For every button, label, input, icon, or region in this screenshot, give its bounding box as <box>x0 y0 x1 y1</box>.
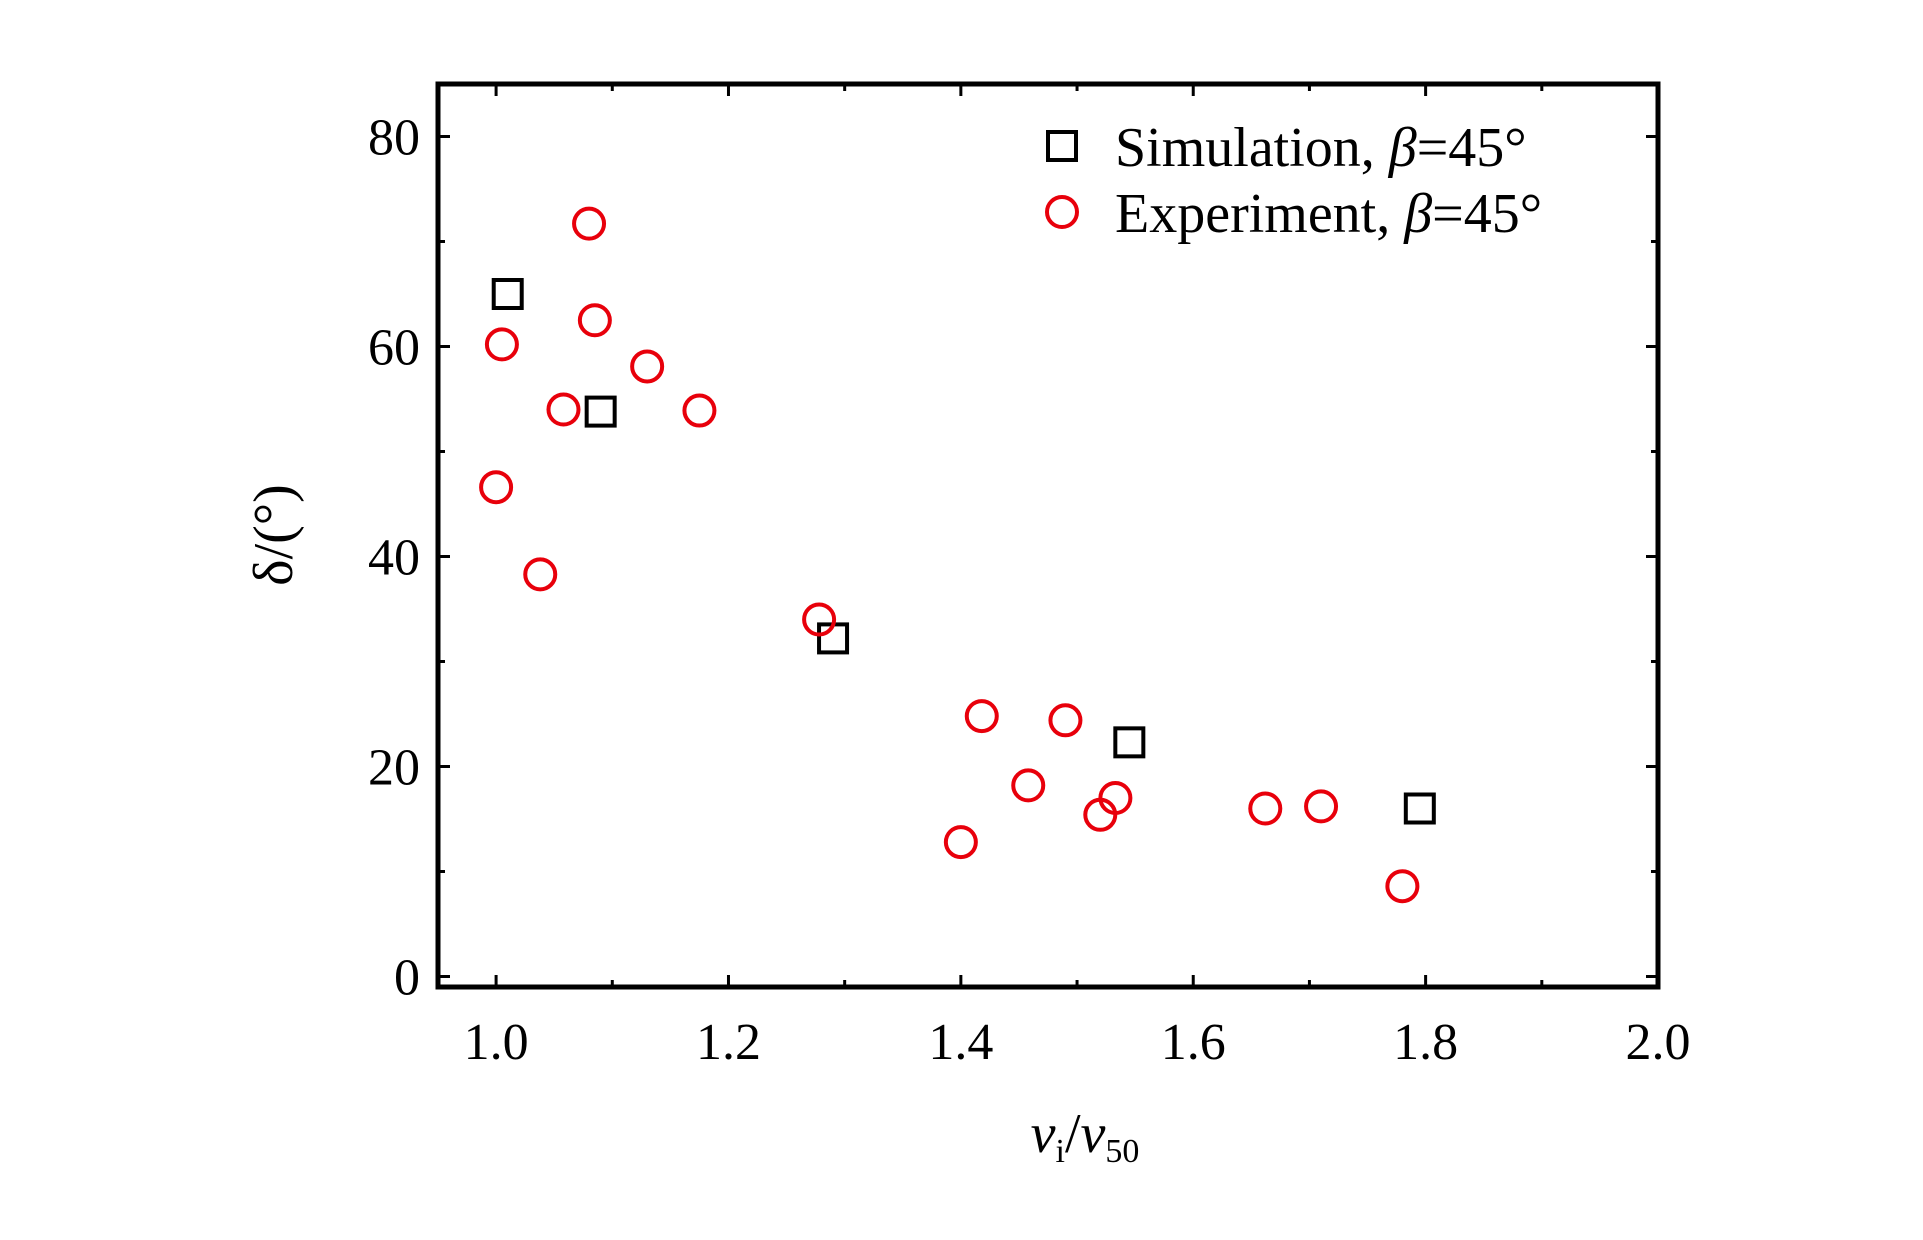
experiment-point <box>964 699 999 734</box>
experiment-point <box>943 825 978 860</box>
x-tick-label: 2.0 <box>1626 1014 1691 1071</box>
experiment-point <box>1083 797 1118 832</box>
experiment-point <box>1011 768 1046 803</box>
x-tick-label: 1.2 <box>696 1014 761 1071</box>
legend: Simulation, β=45°Experiment, β=45° <box>1045 117 1542 245</box>
experiment-point <box>479 470 514 505</box>
legend-entry: Simulation, β=45° <box>1115 117 1527 179</box>
experiment-point <box>630 349 665 384</box>
experiment-point <box>523 557 558 592</box>
legend-entry: Experiment, β=45° <box>1115 183 1542 245</box>
experiment-point <box>1248 791 1283 826</box>
y-axis-label: δ/(°) <box>243 484 305 586</box>
y-tick-label: 60 <box>368 320 420 377</box>
legend-square-icon <box>1046 130 1078 162</box>
experiment-point <box>1385 869 1420 904</box>
y-tick-label: 20 <box>368 740 420 797</box>
tick-labels: 1.0 1.2 1.4 1.6 1.8 2.0 0 20 40 60 80 <box>368 110 1691 1072</box>
x-tick-label: 1.8 <box>1393 1014 1458 1071</box>
experiment-point <box>802 602 837 637</box>
y-tick-label: 80 <box>368 110 420 167</box>
simulation-point <box>584 395 617 428</box>
experiment-point <box>682 393 717 428</box>
y-tick-label: 40 <box>368 530 420 587</box>
experiment-point <box>484 327 519 362</box>
experiment-point <box>546 392 581 427</box>
plot-frame <box>435 81 1661 990</box>
experiment-point <box>577 303 612 338</box>
x-tick-label: 1.4 <box>928 1014 993 1071</box>
experiment-point <box>572 206 607 241</box>
simulation-point <box>491 278 524 310</box>
experiment-point <box>1304 789 1339 824</box>
x-axis-label: vi/v50 <box>1031 1103 1140 1170</box>
simulation-point <box>1403 792 1436 825</box>
experiment-point <box>1048 703 1083 738</box>
legend-circle-icon <box>1045 195 1079 229</box>
simulation-point <box>1113 726 1146 759</box>
y-tick-label: 0 <box>394 950 420 1007</box>
x-tick-label: 1.0 <box>464 1014 529 1071</box>
data-points <box>479 206 1436 904</box>
x-tick-label: 1.6 <box>1161 1014 1226 1071</box>
